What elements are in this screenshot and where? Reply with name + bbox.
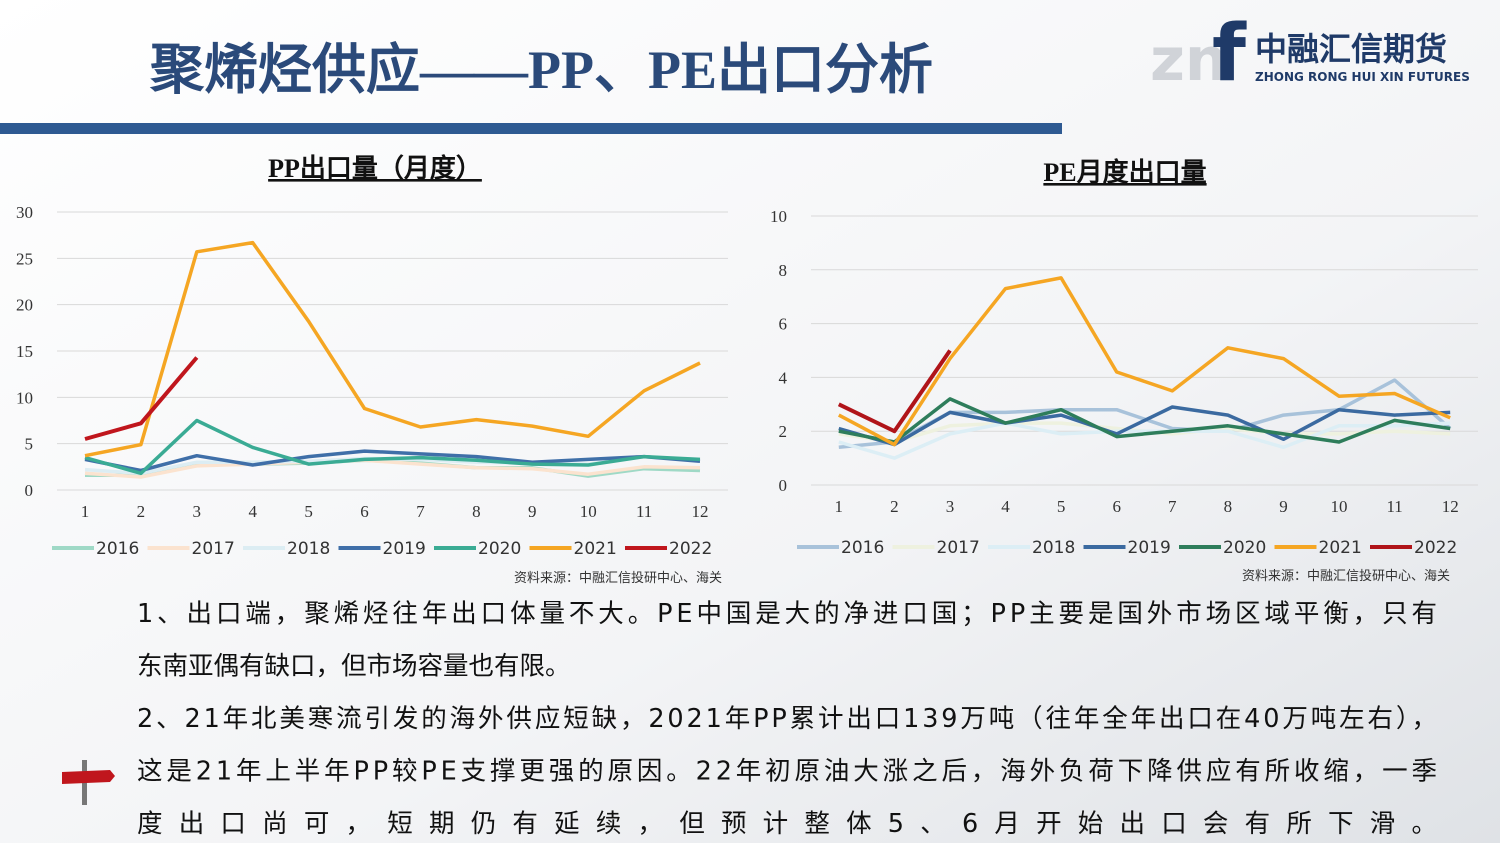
x-tick-label: 4 (1001, 497, 1010, 516)
body-text: 度出口尚可，短期仍有延续，但预计整体5、6月开始出口会有所下滑。 (137, 809, 1437, 839)
x-tick-label: 12 (1442, 497, 1459, 516)
chart-title: PP出口量（月度） (268, 153, 482, 183)
series-line (84, 240, 701, 458)
legend-label: 2020 (478, 539, 521, 559)
legend-label: 2021 (1319, 538, 1362, 558)
x-tick-label: 6 (1112, 497, 1121, 516)
x-tick-label: 7 (1168, 497, 1177, 516)
series-line (84, 458, 701, 479)
x-tick-label: 5 (1057, 497, 1066, 516)
x-tick-label: 10 (1331, 497, 1348, 516)
x-tick-label: 1 (81, 502, 90, 521)
slide-title: 聚烯烃供应——PP、PE出口分析 (149, 40, 933, 100)
y-tick-label: 4 (779, 368, 788, 387)
y-tick-label: 2 (779, 422, 788, 441)
series-line (84, 418, 701, 476)
body-text: 这是21年上半年PP较PE支撑更强的原因。22年初原油大涨之后，海外负荷下降供应… (137, 757, 1437, 787)
x-tick-label: 2 (137, 502, 146, 521)
logo-mark: zn (1150, 25, 1228, 95)
x-tick-label: 7 (416, 502, 425, 521)
y-tick-label: 6 (779, 315, 788, 334)
source-note: 资料来源：中融汇信投研中心、海关 (514, 570, 722, 585)
x-tick-label: 11 (1386, 497, 1402, 516)
legend-label: 2017 (937, 538, 980, 558)
y-tick-label: 5 (25, 435, 34, 454)
body-text: 东南亚偶有缺口，但市场容量也有限。 (137, 652, 571, 682)
header-bar (0, 123, 1062, 134)
x-tick-label: 11 (636, 502, 652, 521)
body-text: 1、出口端，聚烯烃往年出口体量不大。PE中国是大的净进口国；PP主要是国外市场区… (137, 599, 1437, 629)
series-line (837, 276, 1451, 447)
series-line (84, 356, 199, 441)
chart-title: PE月度出口量 (1043, 157, 1206, 187)
signpost-icon (62, 760, 115, 805)
legend-label: 2016 (841, 538, 884, 558)
x-tick-label: 12 (692, 502, 709, 521)
y-tick-label: 0 (25, 481, 34, 500)
y-tick-label: 20 (16, 296, 33, 315)
series-line (837, 349, 952, 434)
x-tick-label: 1 (835, 497, 844, 516)
x-tick-label: 9 (1279, 497, 1288, 516)
legend-label: 2019 (383, 539, 426, 559)
y-tick-label: 30 (16, 203, 33, 222)
logo-mark: f (1212, 9, 1247, 99)
series-line (84, 449, 701, 473)
x-tick-label: 2 (890, 497, 899, 516)
x-tick-label: 3 (946, 497, 955, 516)
legend-label: 2022 (669, 539, 712, 559)
y-tick-label: 0 (779, 476, 788, 495)
legend-label: 2018 (1032, 538, 1075, 558)
y-tick-label: 10 (770, 207, 787, 226)
legend-label: 2017 (192, 539, 235, 559)
legend-label: 2022 (1414, 538, 1457, 558)
x-tick-label: 6 (360, 502, 369, 521)
legend-label: 2019 (1128, 538, 1171, 558)
x-tick-label: 9 (528, 502, 537, 521)
x-tick-label: 4 (248, 502, 257, 521)
y-tick-label: 10 (16, 388, 33, 407)
legend-label: 2018 (287, 539, 330, 559)
logo-name: 中融汇信期货 (1255, 30, 1447, 68)
legend-label: 2021 (574, 539, 617, 559)
x-tick-label: 8 (1224, 497, 1233, 516)
series-line (838, 397, 1451, 444)
y-tick-label: 25 (16, 249, 33, 268)
logo-subtitle: ZHONG RONG HUI XIN FUTURES (1255, 70, 1470, 84)
series-line (838, 405, 1451, 447)
x-tick-label: 5 (304, 502, 313, 521)
series-line (838, 421, 1451, 460)
x-tick-label: 3 (193, 502, 202, 521)
source-note: 资料来源：中融汇信投研中心、海关 (1242, 568, 1450, 583)
y-tick-label: 15 (16, 342, 33, 361)
legend-label: 2016 (96, 539, 139, 559)
y-tick-label: 8 (779, 261, 788, 280)
legend-label: 2020 (1223, 538, 1266, 558)
x-tick-label: 10 (580, 502, 597, 521)
x-tick-label: 8 (472, 502, 481, 521)
